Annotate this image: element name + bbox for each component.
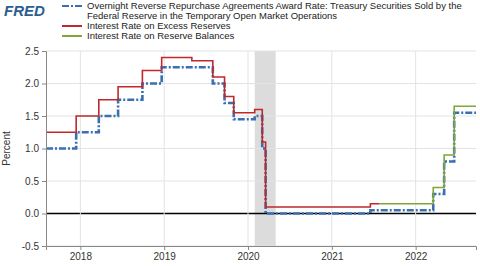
tick-label: 2020 — [237, 251, 260, 262]
grid-line — [46, 181, 476, 182]
series-line — [380, 106, 476, 204]
tick: 0.0 — [25, 208, 46, 219]
tick: 2020 — [237, 246, 260, 262]
chart: FRED Overnight Reverse Repurchase Agreeme… — [0, 0, 480, 266]
grid-line — [46, 148, 476, 149]
series-line — [46, 67, 476, 213]
grid-line — [331, 51, 332, 246]
tick-label: 1.5 — [25, 111, 39, 122]
tick-label: 2019 — [154, 251, 177, 262]
tick: 2.0 — [25, 78, 46, 89]
axis-line — [42, 52, 47, 247]
grid-line — [46, 51, 476, 52]
tick: -0.5 — [22, 241, 46, 252]
y-axis-title: Percent — [1, 131, 12, 166]
tick-mark — [42, 149, 46, 150]
plot-area — [46, 51, 476, 246]
x-axis: 2018 2019 2020 2021 2022 — [47, 246, 477, 262]
legend-swatch — [62, 35, 82, 37]
tick-label: 2021 — [321, 251, 344, 262]
tick-mark — [42, 84, 46, 85]
tick-label: 2.0 — [25, 78, 39, 89]
legend: Overnight Reverse Repurchase Agreements … — [62, 0, 464, 41]
tick-mark — [42, 214, 46, 215]
tick: 1.0 — [25, 143, 46, 154]
series-line — [46, 58, 380, 208]
tick-mark — [248, 246, 249, 250]
tick-mark — [80, 246, 81, 250]
legend-entry: Interest Rate on Reserve Balances — [87, 30, 235, 41]
tick-mark — [164, 246, 165, 250]
tick-label: 0.5 — [25, 176, 39, 187]
tick-mark — [416, 246, 417, 250]
tick-label: 2.5 — [25, 46, 39, 57]
grid — [46, 51, 476, 246]
legend-entry: Overnight Reverse Repurchase Agreements … — [87, 0, 464, 21]
tick-label: 1.0 — [25, 143, 39, 154]
tick-label: 0.0 — [25, 208, 39, 219]
logo: FRED — [4, 2, 45, 19]
chart-svg: FRED Overnight Reverse Repurchase Agreeme… — [0, 0, 480, 266]
tick-label: 2018 — [70, 251, 93, 262]
tick-mark — [42, 181, 46, 182]
tick: 0.5 — [25, 176, 46, 187]
tick: 2018 — [70, 246, 93, 262]
grid-line — [46, 213, 476, 215]
legend-swatch — [62, 5, 82, 7]
tick-label: 2022 — [405, 251, 428, 262]
tick-mark — [42, 51, 46, 52]
tick-mark — [332, 246, 333, 250]
tick: 2021 — [321, 246, 344, 262]
tick: 2019 — [154, 246, 177, 262]
tick: 2.5 — [25, 46, 46, 57]
tick-mark — [42, 116, 46, 117]
grid-line — [46, 83, 476, 84]
axis-line — [47, 247, 477, 251]
marks — [46, 58, 476, 214]
legend-swatch — [62, 25, 82, 27]
tick: 2022 — [405, 246, 428, 262]
grid-line — [248, 51, 249, 246]
grid-line — [164, 51, 165, 246]
grid-line — [80, 51, 81, 246]
grid-line — [415, 51, 416, 246]
tick: 1.5 — [25, 111, 46, 122]
y-axis: -0.5 0.0 0.5 1.0 1.5 2.0 2.5 — [22, 46, 47, 252]
tick-mark — [42, 246, 46, 247]
tick-label: -0.5 — [22, 241, 40, 252]
